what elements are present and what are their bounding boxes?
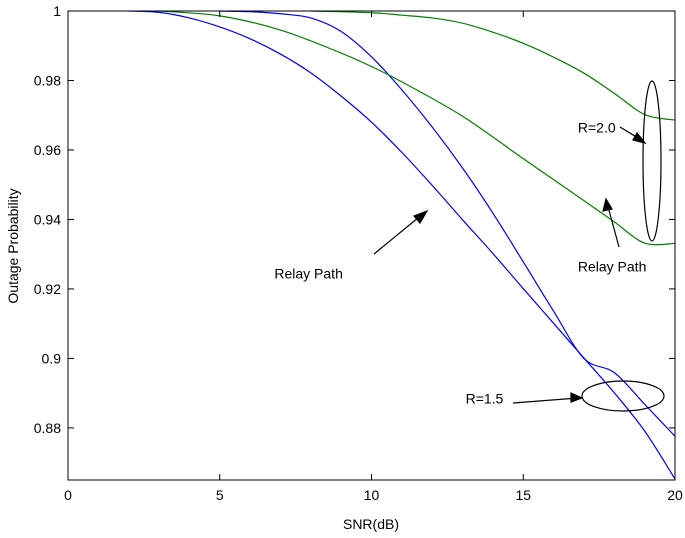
r20-group-ellipse [642,80,662,242]
x-tick-label: 20 [667,487,683,503]
x-tick-label: 0 [64,487,72,503]
annotation-3: Relay Path [274,266,342,282]
annotation-1: R=2.0 [578,120,616,136]
y-axis-label: Outage Probability [5,188,21,303]
y-tick-label: 0.88 [34,420,61,436]
x-tick-label: 5 [216,487,224,503]
y-tick-label: 0.92 [34,281,61,297]
x-tick-label: 10 [364,487,380,503]
x-axis-label: SNR(dB) [343,516,399,532]
series-line-4 [310,10,676,121]
x-axis-ticks: 0 5 10 15 20 [64,11,683,503]
arrow-relay-left [373,212,425,255]
annotation-4: R=1.5 [466,391,504,407]
arrow-relay-right-head [602,197,613,212]
x-tick-label: 15 [515,487,531,503]
arrow-r15 [512,397,579,404]
series-layer [128,10,676,480]
arrow-relay-left-head [412,209,429,225]
y-axis-ticks: 0.88 0.9 0.92 0.94 0.96 0.98 1 [34,3,675,436]
plot-frame [67,10,676,481]
r15-group-ellipse [581,380,665,412]
arrow-relay-right [606,202,620,248]
arrow-r20-head [632,131,647,145]
arrow-r15-head [570,392,584,403]
y-tick-label: 0.94 [34,211,61,227]
y-tick-label: 1 [53,3,61,19]
series-line-2 [219,10,676,437]
y-tick-label: 0.9 [42,350,62,366]
series-line-3 [159,10,676,246]
y-tick-label: 0.98 [34,72,61,88]
annotation-layer: R=2.0 Relay Path Relay Path R=1.5 [274,120,646,407]
annotation-arrows [373,126,647,404]
annotation-2: Relay Path [578,259,646,275]
y-tick-label: 0.96 [34,142,61,158]
